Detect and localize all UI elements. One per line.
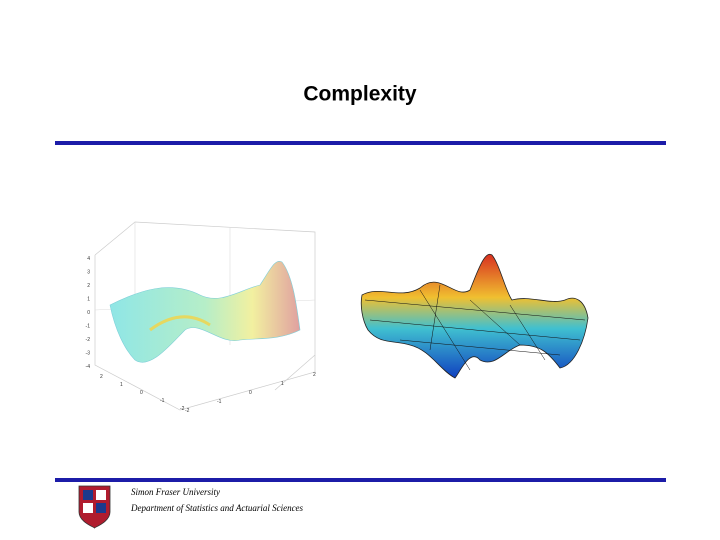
- x-tick-label: 0: [140, 390, 143, 396]
- z-tick-label: 1: [87, 297, 90, 303]
- x-tick-label: -1: [160, 398, 165, 404]
- x-tick-label: -2: [180, 406, 185, 412]
- y-tick-label: 2: [313, 372, 316, 378]
- surface-plot: [360, 253, 589, 379]
- y-tick-label: -1: [217, 399, 222, 405]
- university-logo: [78, 485, 111, 529]
- z-tick-label: 0: [87, 310, 90, 316]
- z-tick-label: 2: [87, 283, 90, 289]
- y-tick-label: -2: [185, 408, 190, 414]
- z-tick-label: -3: [86, 351, 91, 357]
- footer-line: Department of Statistics and Actuarial S…: [130, 503, 304, 513]
- y-tick-label: 1: [281, 381, 284, 387]
- x-tick-label: 1: [120, 382, 123, 388]
- bottom-rule: [55, 478, 666, 482]
- z-tick-label: 3: [87, 270, 90, 276]
- z-tick-label: -1: [86, 324, 91, 330]
- z-tick-label: 4: [87, 256, 90, 262]
- slide-title: Complexity: [303, 83, 417, 106]
- footer-line: Simon Fraser University: [131, 487, 220, 497]
- z-tick-label: -2: [86, 337, 91, 343]
- top-rule: [55, 141, 666, 145]
- y-tick-label: 0: [249, 390, 252, 396]
- z-tick-label: -4: [86, 364, 91, 370]
- x-tick-label: 2: [100, 374, 103, 380]
